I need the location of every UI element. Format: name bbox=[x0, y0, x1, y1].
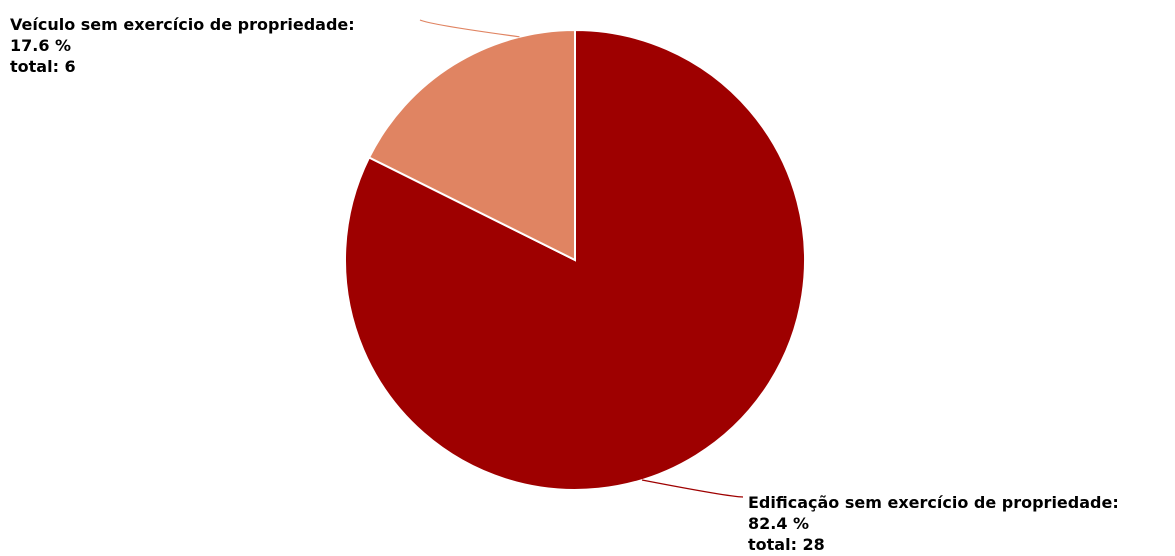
slice-labels: Edificação sem exercício de propriedade:… bbox=[10, 15, 1119, 554]
leader-line-0 bbox=[641, 479, 744, 498]
slice-label-total-1: total: 6 bbox=[10, 57, 76, 76]
slice-label-name-1: Veículo sem exercício de propriedade: bbox=[10, 15, 355, 34]
pie-slice-1[interactable] bbox=[367, 28, 576, 262]
slice-label-percent-1: 17.6 % bbox=[10, 36, 71, 55]
slice-label-total-0: total: 28 bbox=[748, 535, 825, 554]
leader-line-1 bbox=[419, 19, 520, 38]
slice-label-name-0: Edificação sem exercício de propriedade: bbox=[748, 493, 1119, 512]
slice-label-percent-0: 82.4 % bbox=[748, 514, 809, 533]
pie-slices bbox=[344, 28, 806, 491]
leader-lines bbox=[419, 19, 744, 498]
